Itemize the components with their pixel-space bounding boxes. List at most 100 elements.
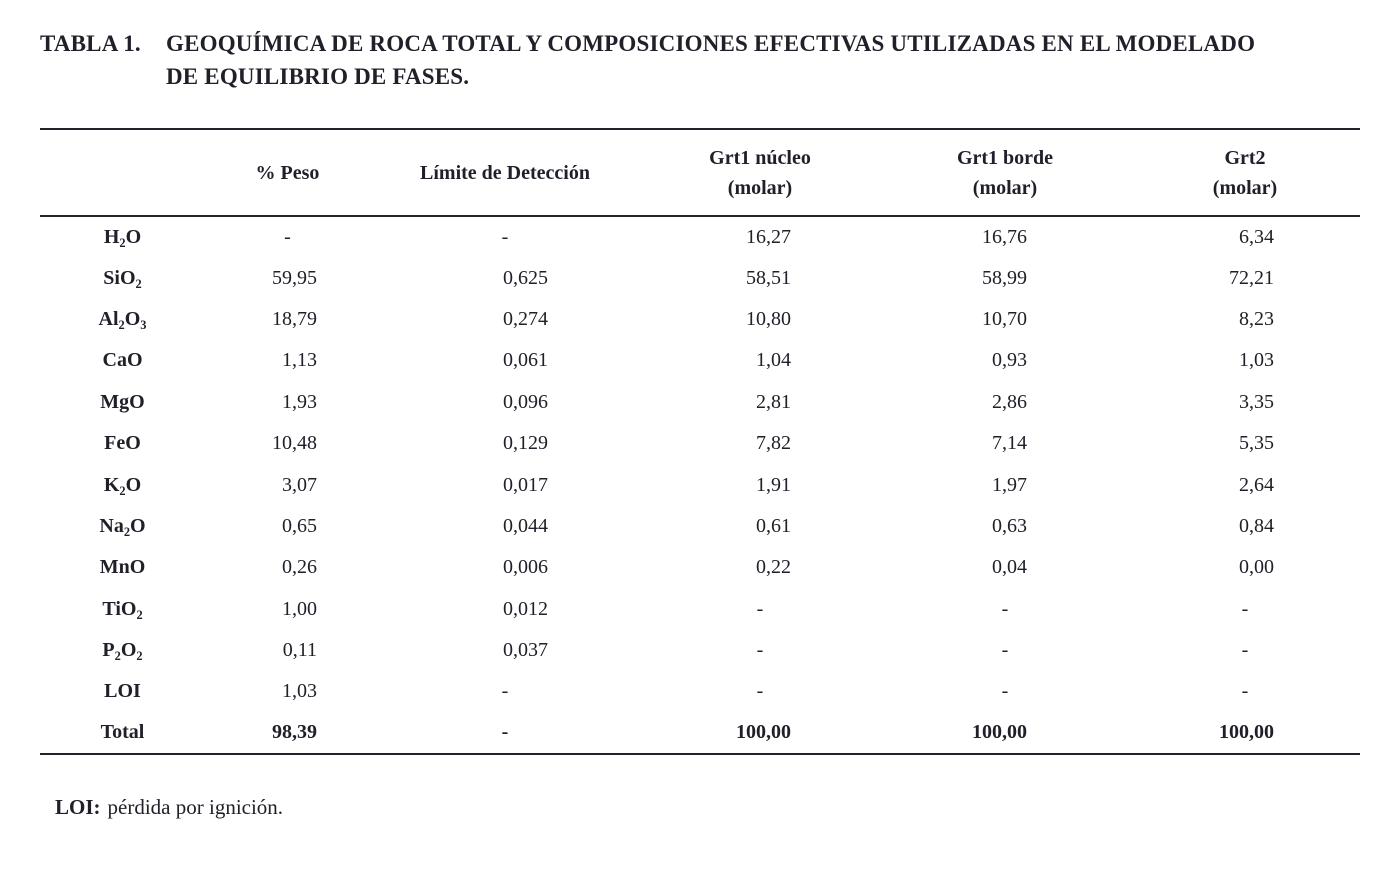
- cell-limite: 0,037: [503, 639, 548, 662]
- cell-grt2: -: [1241, 680, 1249, 703]
- table-row: FeO 10,48 0,129 7,82 7,14 5,35: [40, 423, 1360, 464]
- header-row: % Peso Límite de Detección Grt1 núcleo (…: [40, 129, 1360, 217]
- cell-grt1-nucleo: 7,82: [756, 432, 791, 455]
- cell-grt2: 8,23: [1239, 307, 1274, 330]
- cell-grt1-nucleo: 0,22: [756, 556, 791, 579]
- cell-peso: 1,13: [282, 349, 317, 372]
- row-label: MgO: [100, 390, 145, 413]
- cell-grt1-borde: 0,93: [992, 349, 1027, 372]
- table-row: Total 98,39-100,00 100,00 100,00: [40, 712, 1360, 756]
- row-label: TiO2: [102, 597, 143, 622]
- cell-limite: 0,017: [503, 473, 548, 496]
- cell-peso: 0,26: [282, 556, 317, 579]
- table-caption: TABLA 1. GEOQUÍMICA DE ROCA TOTAL Y COMP…: [40, 27, 1385, 93]
- cell-grt1-nucleo: 2,81: [756, 390, 791, 413]
- cell-peso: 0,65: [282, 514, 317, 537]
- row-label: SiO2: [103, 266, 142, 291]
- cell-grt2: 0,84: [1239, 514, 1274, 537]
- cell-grt1-borde: 100,00: [880, 712, 1130, 756]
- cell-peso: 1,93: [282, 390, 317, 413]
- cell-grt1-nucleo: -: [756, 639, 764, 662]
- cell-limite: 0,044: [503, 514, 548, 537]
- table-row: LOI 1,03 - - - -: [40, 671, 1360, 712]
- cell-grt1-borde: 2,86: [992, 390, 1027, 413]
- table-row: K2O 3,07 0,017 1,91 1,97 2,64: [40, 464, 1360, 505]
- row-label: Na2O: [99, 514, 146, 539]
- row-label: MnO: [99, 556, 146, 579]
- table-row: Al2O3 18,79 0,274 10,80 10,70 8,23: [40, 299, 1360, 340]
- cell-limite: -: [501, 225, 509, 248]
- cell-grt1-borde: 0,04: [992, 556, 1027, 579]
- row-label: LOI: [104, 680, 141, 703]
- row-label: Al2O3: [98, 307, 147, 332]
- cell-peso: 98,39: [205, 712, 370, 756]
- cell-grt1-borde: 10,70: [982, 307, 1027, 330]
- col-header-peso: % Peso: [205, 129, 370, 217]
- cell-grt1-borde: 1,97: [992, 473, 1027, 496]
- cell-limite: 0,012: [503, 597, 548, 620]
- table-caption-text: GEOQUÍMICA DE ROCA TOTAL Y COMPOSICIONES…: [166, 31, 1256, 89]
- cell-limite: 0,274: [503, 307, 548, 330]
- cell-grt1-borde: 7,14: [992, 432, 1027, 455]
- row-label: P2O2: [102, 639, 143, 664]
- table-row: CaO 1,13 0,061 1,04 0,93 1,03: [40, 340, 1360, 381]
- row-label: H2O: [103, 225, 142, 250]
- col-header-grt2: Grt2 (molar): [1130, 129, 1360, 217]
- cell-limite: -: [501, 680, 509, 703]
- geochemistry-table: % Peso Límite de Detección Grt1 núcleo (…: [40, 128, 1360, 756]
- cell-grt1-nucleo: -: [756, 597, 764, 620]
- cell-grt2: -: [1241, 597, 1249, 620]
- footnote: LOI: pérdida por ignición.: [55, 794, 283, 820]
- table-row: MgO 1,93 0,096 2,81 2,86 3,35: [40, 382, 1360, 423]
- cell-peso: 59,95: [272, 266, 317, 289]
- cell-grt1-borde: 58,99: [982, 266, 1027, 289]
- footnote-label: LOI:: [55, 795, 101, 819]
- row-label: CaO: [102, 349, 143, 372]
- col-header-blank: [40, 129, 205, 217]
- table-row: H2O - - 16,27 16,76 6,34: [40, 216, 1360, 257]
- table-row: MnO 0,26 0,006 0,22 0,04 0,00: [40, 547, 1360, 588]
- cell-grt1-nucleo: 0,61: [756, 514, 791, 537]
- cell-grt2: 1,03: [1239, 349, 1274, 372]
- cell-grt2: 100,00: [1130, 712, 1360, 756]
- cell-grt1-nucleo: 10,80: [746, 307, 791, 330]
- col-header-limite: Límite de Detección: [370, 129, 640, 217]
- cell-peso: 18,79: [272, 307, 317, 330]
- col-header-grt1-nucleo: Grt1 núcleo (molar): [640, 129, 880, 217]
- cell-grt2: 5,35: [1239, 432, 1274, 455]
- cell-grt1-nucleo: 1,91: [756, 473, 791, 496]
- cell-peso: 10,48: [272, 432, 317, 455]
- cell-grt2: 0,00: [1239, 556, 1274, 579]
- cell-grt2: -: [1241, 639, 1249, 662]
- cell-grt1-nucleo: 1,04: [756, 349, 791, 372]
- cell-grt1-nucleo: -: [756, 680, 764, 703]
- col-header-grt1-borde: Grt1 borde (molar): [880, 129, 1130, 217]
- cell-grt1-borde: 16,76: [982, 225, 1027, 248]
- table-caption-number: TABLA 1.: [40, 31, 141, 56]
- table-row: Na2O 0,65 0,044 0,61 0,63 0,84: [40, 506, 1360, 547]
- cell-limite: 0,625: [503, 266, 548, 289]
- cell-grt1-borde: -: [1001, 597, 1009, 620]
- table-row: TiO2 1,00 0,012 - - -: [40, 589, 1360, 630]
- cell-grt2: 3,35: [1239, 390, 1274, 413]
- table-row: SiO2 59,95 0,625 58,51 58,99 72,21: [40, 257, 1360, 298]
- cell-peso: 1,00: [282, 597, 317, 620]
- cell-limite: 0,096: [503, 390, 548, 413]
- cell-grt1-nucleo: 100,00: [640, 712, 880, 756]
- row-label: K2O: [103, 473, 142, 498]
- cell-peso: 0,11: [282, 639, 317, 662]
- cell-grt1-nucleo: 58,51: [746, 266, 791, 289]
- cell-limite: 0,129: [503, 432, 548, 455]
- table-row: P2O2 0,11 0,037 - - -: [40, 630, 1360, 671]
- row-label: Total: [40, 712, 205, 756]
- cell-grt1-borde: -: [1001, 680, 1009, 703]
- cell-grt2: 6,34: [1239, 225, 1274, 248]
- cell-grt1-borde: 0,63: [992, 514, 1027, 537]
- row-label: FeO: [104, 432, 141, 455]
- cell-limite: 0,061: [503, 349, 548, 372]
- cell-peso: -: [284, 225, 291, 248]
- cell-grt1-borde: -: [1001, 639, 1009, 662]
- cell-grt1-nucleo: 16,27: [746, 225, 791, 248]
- cell-peso: 3,07: [282, 473, 317, 496]
